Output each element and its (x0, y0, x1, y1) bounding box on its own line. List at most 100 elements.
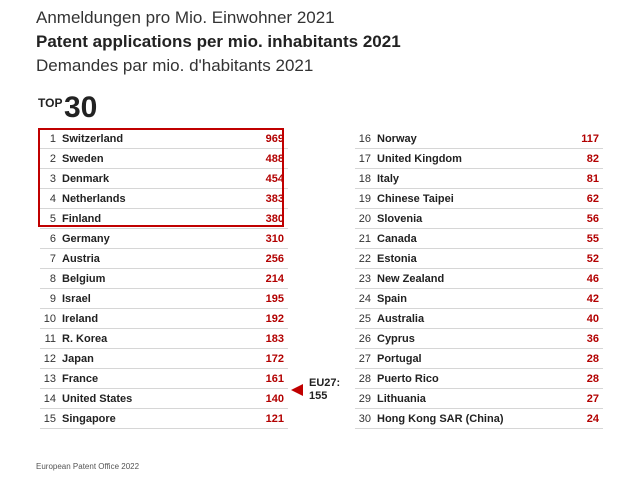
country-cell: Finland (62, 213, 102, 225)
rank-cell: 21 (358, 233, 371, 245)
rank-cell: 20 (358, 213, 371, 225)
country-cell: Chinese Taipei (377, 193, 454, 205)
table-row: 27 Portugal 28 (355, 349, 603, 369)
rank-cell: 11 (44, 333, 56, 345)
title-german: Anmeldungen pro Mio. Einwohner 2021 (36, 8, 335, 27)
rank-cell: 18 (358, 173, 371, 185)
value-cell: 195 (265, 293, 284, 305)
rank-cell: 15 (43, 413, 56, 425)
rank-cell: 22 (358, 253, 371, 265)
country-cell: Portugal (377, 353, 422, 365)
table-row: 28 Puerto Rico 28 (355, 369, 603, 389)
rank-cell: 26 (358, 333, 371, 345)
country-cell: Estonia (377, 253, 417, 265)
top5-highlight-box (38, 128, 284, 227)
rank-cell: 17 (358, 153, 371, 165)
country-cell: France (62, 373, 99, 385)
table-row: 7 Austria 256 (40, 249, 288, 269)
title-french: Demandes par mio. d'habitants 2021 (36, 56, 314, 75)
rank-cell: 3 (49, 173, 56, 185)
country-cell: United States (62, 393, 133, 405)
country-cell: Spain (377, 293, 407, 305)
country-cell: Switzerland (62, 133, 124, 145)
footer-credit: European Patent Office 2022 (36, 462, 140, 471)
table-row: 8 Belgium 214 (40, 269, 288, 289)
value-cell: 121 (265, 413, 284, 425)
country-cell: Canada (377, 233, 417, 245)
value-cell: 117 (581, 133, 599, 145)
country-cell: Slovenia (377, 213, 423, 225)
value-cell: 488 (265, 153, 284, 165)
value-cell: 140 (265, 393, 284, 405)
value-cell: 969 (265, 133, 284, 145)
rank-cell: 29 (358, 393, 371, 405)
table-row: 4 Netherlands 383 (40, 189, 288, 209)
rank-cell: 14 (43, 393, 56, 405)
rank-cell: 30 (358, 413, 371, 425)
value-cell: 380 (265, 213, 284, 225)
value-cell: 383 (265, 193, 284, 205)
rank-cell: 9 (49, 293, 56, 305)
rank-cell: 5 (49, 213, 56, 225)
title-english: Patent applications per mio. inhabitants… (36, 32, 401, 51)
rank-cell: 23 (358, 273, 371, 285)
value-cell: 62 (586, 193, 599, 205)
country-cell: Germany (62, 233, 110, 245)
top-label-number: 30 (64, 91, 98, 124)
value-cell: 42 (586, 293, 599, 305)
table-row: 13 France 161 (40, 369, 288, 389)
value-cell: 161 (265, 373, 284, 385)
value-cell: 36 (586, 333, 599, 345)
value-cell: 28 (586, 373, 599, 385)
table-row: 15 Singapore 121 (40, 409, 288, 429)
table-row: 21 Canada 55 (355, 229, 603, 249)
value-cell: 310 (265, 233, 284, 245)
country-cell: Hong Kong SAR (China) (377, 413, 504, 425)
table-row: 24 Spain 42 (355, 289, 603, 309)
country-cell: Denmark (62, 173, 110, 185)
table-row: 10 Ireland 192 (40, 309, 288, 329)
table-row: 5 Finland 380 (40, 209, 288, 229)
country-cell: Japan (62, 353, 94, 365)
country-cell: Netherlands (62, 193, 126, 205)
country-cell: Italy (377, 173, 400, 185)
table-row: 11 R. Korea 183 (40, 329, 288, 349)
table-row: 30 Hong Kong SAR (China) 24 (355, 409, 603, 429)
rank-cell: 28 (358, 373, 371, 385)
value-cell: 192 (265, 313, 284, 325)
ranking-table-right: 16 Norway 117 17 United Kingdom 82 18 Italy 81 19… (355, 129, 603, 429)
table-row: 2 Sweden 488 (40, 149, 288, 169)
value-cell: 81 (586, 173, 599, 185)
table-row: 18 Italy 81 (355, 169, 603, 189)
value-cell: 82 (586, 153, 599, 165)
top-label-small: TOP (38, 96, 63, 110)
value-cell: 40 (586, 313, 599, 325)
table-row: 26 Cyprus 36 (355, 329, 603, 349)
country-cell: Israel (62, 293, 91, 305)
table-row: 17 United Kingdom 82 (355, 149, 603, 169)
country-cell: Norway (377, 133, 417, 145)
table-row: 12 Japan 172 (40, 349, 288, 369)
value-cell: 183 (265, 333, 284, 345)
rank-cell: 6 (49, 233, 56, 245)
table-row: 3 Denmark 454 (40, 169, 288, 189)
table-row: 22 Estonia 52 (355, 249, 603, 269)
eu27-value: 155 (309, 390, 328, 402)
country-cell: Sweden (62, 153, 104, 165)
country-cell: Belgium (62, 273, 106, 285)
rank-cell: 27 (358, 353, 371, 365)
table-row: 14 United States 140 (40, 389, 288, 409)
rank-cell: 13 (43, 373, 56, 385)
value-cell: 27 (586, 393, 599, 405)
eu27-arrow-icon (291, 384, 303, 396)
table-row: 16 Norway 117 (355, 129, 603, 149)
table-row: 29 Lithuania 27 (355, 389, 603, 409)
country-cell: Singapore (62, 413, 116, 425)
country-cell: Puerto Rico (377, 373, 439, 385)
rank-cell: 19 (358, 193, 371, 205)
table-row: 9 Israel 195 (40, 289, 288, 309)
rank-cell: 10 (43, 313, 56, 325)
table-row: 6 Germany 310 (40, 229, 288, 249)
country-cell: Cyprus (377, 333, 415, 345)
value-cell: 256 (265, 253, 284, 265)
